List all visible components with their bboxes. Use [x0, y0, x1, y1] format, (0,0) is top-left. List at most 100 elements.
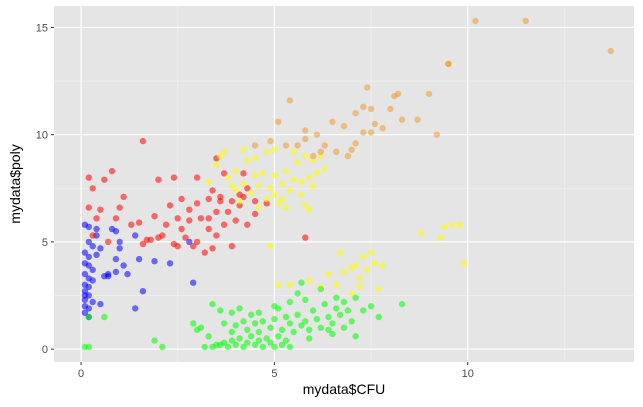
data-point: [116, 238, 123, 246]
data-point: [282, 337, 290, 344]
data-point: [263, 195, 270, 203]
data-point: [244, 221, 251, 228]
data-point: [201, 249, 208, 256]
data-point: [294, 142, 301, 149]
data-point: [97, 206, 104, 213]
data-point: [251, 210, 259, 218]
data-point: [244, 339, 251, 346]
data-point: [85, 204, 93, 211]
x-axis-ticks: 0 5 10: [78, 362, 474, 380]
data-point: [85, 253, 93, 261]
data-point: [251, 155, 259, 162]
data-point: [174, 215, 181, 222]
data-point: [302, 296, 309, 303]
data-point: [294, 311, 301, 318]
data-point: [155, 176, 162, 183]
data-point: [271, 315, 278, 323]
data-point: [275, 118, 282, 126]
data-point: [278, 326, 286, 333]
data-point: [371, 260, 379, 267]
data-point: [306, 206, 313, 213]
data-point: [139, 240, 147, 248]
data-point: [329, 320, 336, 327]
data-point: [93, 251, 100, 258]
data-point: [89, 298, 96, 306]
y-axis-title: mydata$poly: [7, 144, 23, 223]
data-point: [205, 333, 212, 340]
data-point: [112, 268, 120, 276]
data-point: [170, 174, 178, 181]
data-point: [425, 90, 433, 98]
data-point: [317, 285, 324, 293]
data-point: [89, 243, 96, 250]
y-tick-label: 15: [36, 22, 48, 34]
data-point: [348, 146, 355, 153]
data-point: [398, 300, 406, 308]
data-point: [282, 142, 290, 149]
data-point: [213, 208, 220, 216]
data-point: [379, 262, 386, 269]
data-point: [116, 245, 123, 252]
data-points: [81, 17, 614, 351]
data-point: [433, 131, 440, 138]
data-point: [217, 152, 224, 160]
data-point: [278, 195, 286, 203]
data-point: [259, 343, 266, 351]
data-point: [232, 217, 239, 224]
data-point: [387, 105, 394, 113]
data-point: [352, 262, 359, 269]
data-point: [282, 167, 290, 175]
data-point: [116, 204, 123, 211]
data-point: [255, 328, 263, 336]
data-point: [360, 129, 367, 136]
data-point: [391, 92, 398, 100]
data-point: [317, 148, 324, 155]
data-point: [321, 142, 328, 149]
data-point: [228, 337, 236, 344]
data-point: [325, 326, 332, 333]
data-point: [278, 341, 286, 348]
data-point: [306, 335, 313, 342]
data-point: [186, 217, 193, 224]
data-point: [313, 315, 321, 323]
data-point: [89, 232, 96, 239]
data-point: [255, 309, 263, 316]
data-point: [232, 167, 239, 175]
data-point: [224, 343, 232, 351]
data-point: [251, 142, 259, 149]
data-point: [398, 116, 406, 123]
data-point: [248, 189, 255, 196]
data-point: [228, 182, 236, 190]
data-point: [607, 47, 614, 55]
data-point: [275, 333, 282, 340]
data-point: [321, 165, 328, 173]
data-point: [437, 234, 444, 241]
data-point: [85, 174, 93, 181]
data-point: [132, 305, 139, 312]
data-point: [228, 328, 236, 336]
data-point: [85, 262, 93, 269]
data-point: [290, 148, 297, 155]
data-point: [174, 243, 181, 250]
data-point: [367, 105, 375, 113]
data-point: [309, 182, 317, 190]
data-point: [162, 221, 170, 228]
data-point: [364, 84, 371, 91]
data-point: [302, 152, 309, 160]
data-point: [472, 17, 479, 25]
data-point: [352, 110, 359, 117]
plot-panel: [54, 6, 634, 362]
data-point: [139, 288, 147, 295]
data-point: [255, 337, 263, 344]
data-point: [240, 180, 247, 188]
data-point: [286, 343, 294, 351]
data-point: [267, 339, 274, 346]
data-point: [81, 249, 89, 256]
data-point: [240, 318, 247, 325]
x-tick-label: 10: [462, 368, 474, 380]
data-point: [348, 318, 355, 325]
x-tick-label: 0: [78, 368, 84, 380]
data-point: [151, 213, 158, 220]
data-point: [313, 131, 321, 138]
